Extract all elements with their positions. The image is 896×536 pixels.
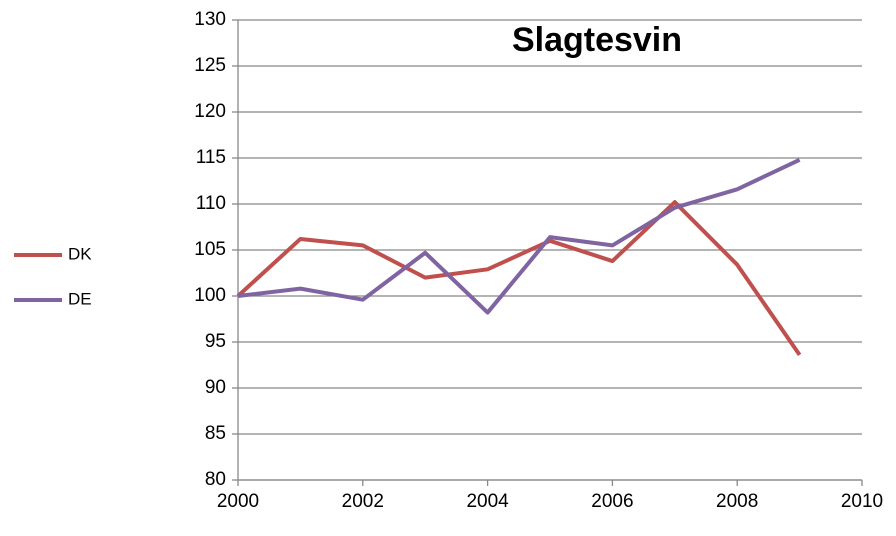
x-tick-label: 2000 (217, 491, 259, 512)
y-tick-label: 85 (205, 423, 226, 444)
y-tick-label: 115 (196, 147, 226, 168)
y-tick-label: 90 (205, 377, 226, 398)
chart-title: Slagtesvin (512, 21, 682, 59)
y-tick-label: 80 (205, 469, 226, 490)
line-series (236, 200, 802, 357)
legend-label: DK (68, 244, 92, 263)
x-tick-label: 2010 (841, 491, 883, 512)
x-tick-label: 2004 (466, 491, 509, 512)
line-series (237, 158, 801, 315)
x-tick-label: 2008 (716, 491, 758, 512)
y-tick-label: 125 (194, 55, 226, 76)
y-tick-label: 110 (196, 193, 226, 214)
x-tick-label: 2002 (342, 491, 384, 512)
y-tick-label: 95 (205, 331, 226, 352)
x-tick-label: 2006 (591, 491, 633, 512)
y-tick-label: 105 (194, 239, 226, 260)
y-tick-label: 100 (194, 285, 226, 306)
y-tick-label: 120 (194, 101, 226, 122)
y-tick-label: 130 (194, 9, 226, 30)
legend-label: DE (68, 289, 92, 308)
